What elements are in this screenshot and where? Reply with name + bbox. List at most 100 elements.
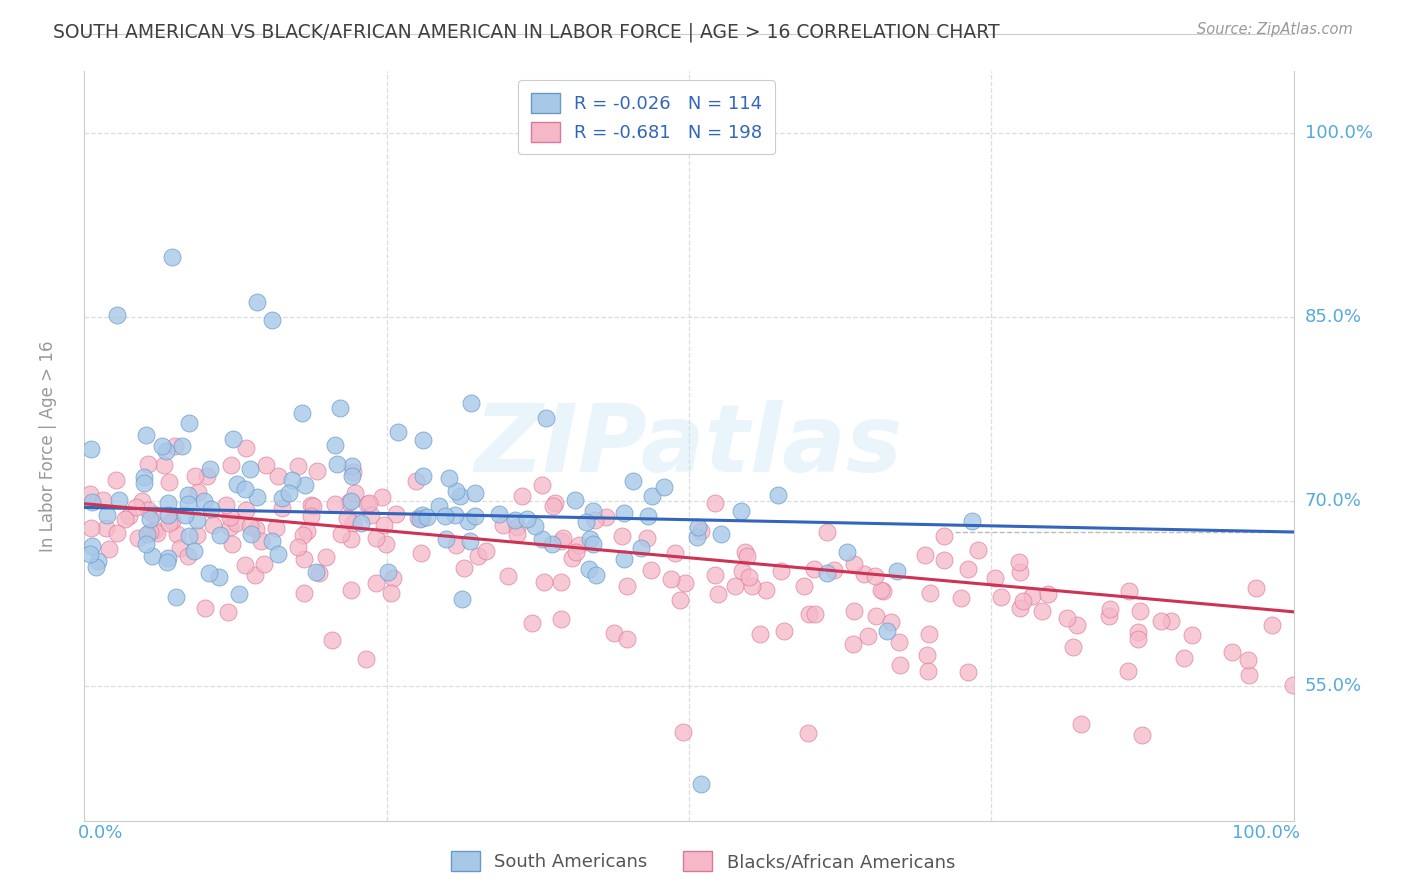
Point [226,477,249,491]
Point [863,569,886,583]
Point [287,459,309,474]
Point [105,473,128,487]
Point [179,416,201,430]
Point [506,526,529,541]
Point [366,576,388,591]
Point [541,537,564,551]
Point [174,508,197,523]
Point [380,586,402,600]
Point [932,529,955,543]
Point [1260,618,1282,632]
Point [603,626,626,640]
Legend: South Americans, Blacks/African Americans: South Americans, Blacks/African American… [443,844,963,879]
Point [156,555,179,569]
Point [530,477,553,491]
Point [446,538,468,552]
Point [80,520,103,534]
Point [503,513,526,527]
Point [356,497,378,511]
Point [918,586,941,600]
Point [239,462,262,476]
Point [842,604,865,618]
Point [124,500,146,514]
Point [724,579,747,593]
Text: SOUTH AMERICAN VS BLACK/AFRICAN AMERICAN IN LABOR FORCE | AGE > 16 CORRELATION C: SOUTH AMERICAN VS BLACK/AFRICAN AMERICAN… [53,22,1000,42]
Point [917,664,939,678]
Point [748,627,770,641]
Point [202,518,225,533]
Point [243,568,266,582]
Point [134,470,156,484]
Point [797,607,820,622]
Point [616,632,638,646]
Point [741,579,763,593]
Point [636,531,658,545]
Point [1036,587,1059,601]
Point [1098,608,1121,623]
Point [876,624,898,639]
Point [582,537,605,551]
Point [157,516,180,530]
Point [135,427,157,442]
Text: 100.0%: 100.0% [1305,124,1372,142]
Point [610,529,633,543]
Text: 85.0%: 85.0% [1305,308,1361,326]
Point [444,483,467,498]
Text: 70.0%: 70.0% [1305,492,1361,510]
Point [1062,640,1084,654]
Point [329,401,352,415]
Point [581,504,603,518]
Point [136,527,159,541]
Point [956,665,979,679]
Point [564,493,586,508]
Point [142,508,165,522]
Point [654,480,676,494]
Point [406,511,429,525]
Point [80,442,103,457]
Point [412,433,434,447]
Point [865,608,887,623]
Point [755,582,778,597]
Point [250,534,273,549]
Point [550,533,572,548]
Point [427,499,450,513]
Point [1244,581,1267,595]
Point [621,475,644,489]
Point [96,520,118,534]
Point [583,513,606,527]
Point [1181,628,1204,642]
Point [342,465,364,479]
Point [96,508,118,522]
Point [773,624,796,638]
Point [793,578,815,592]
Point [337,495,360,509]
Point [853,567,876,582]
Point [686,530,709,544]
Point [703,496,725,510]
Point [492,517,515,532]
Point [281,473,304,487]
Point [150,439,173,453]
Point [815,525,838,540]
Point [856,629,879,643]
Point [291,406,314,420]
Point [143,523,166,537]
Point [914,548,936,562]
Point [340,532,363,546]
Point [219,509,242,524]
Point [176,497,198,511]
Point [294,478,316,492]
Point [1008,601,1031,615]
Point [169,541,191,556]
Point [107,308,129,322]
Point [245,522,267,536]
Point [131,494,153,508]
Point [165,590,187,604]
Point [1130,728,1153,742]
Point [967,542,990,557]
Point [1239,667,1261,681]
Point [349,516,371,530]
Point [177,529,200,543]
Point [127,531,149,545]
Point [460,396,482,410]
